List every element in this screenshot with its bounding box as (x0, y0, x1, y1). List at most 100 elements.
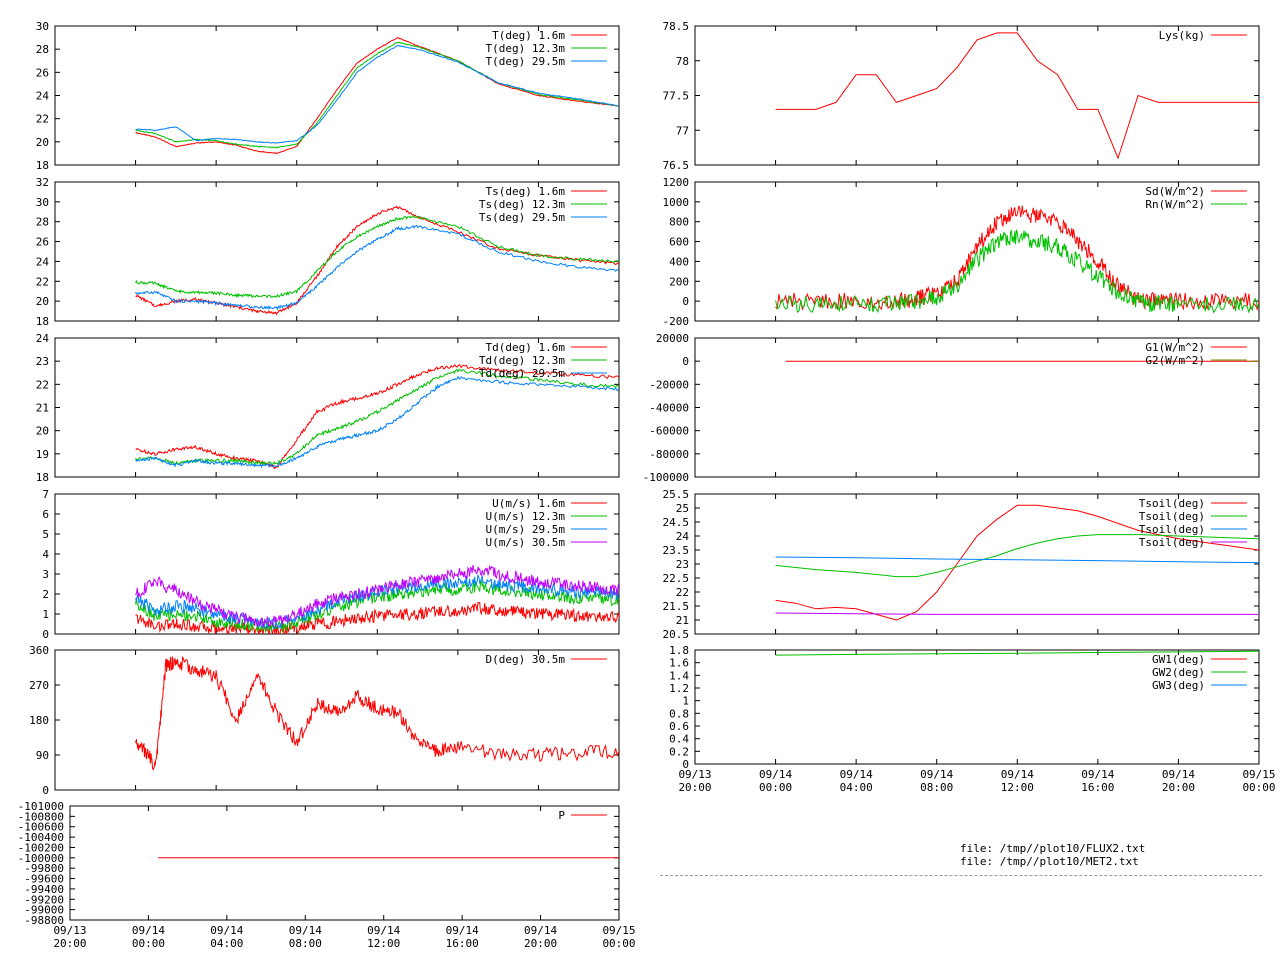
y-tick-label: -99200 (24, 893, 64, 906)
y-tick-label: 21 (676, 614, 689, 627)
x-tick-label: 09/14 (1081, 768, 1114, 781)
y-tick-label: -99600 (24, 873, 64, 886)
y-tick-label: 22 (676, 586, 689, 599)
legend-label: T(deg) 1.6m (492, 29, 565, 42)
y-tick-label: 0.6 (669, 720, 689, 733)
y-tick-label: 270 (29, 679, 49, 692)
y-tick-label: 77 (676, 124, 689, 137)
legend-label: U(m/s) 29.5m (486, 523, 566, 536)
y-tick-label: 21 (36, 402, 49, 415)
legend-label: GW2(deg) (1152, 666, 1205, 679)
plot-frame (69, 805, 620, 921)
legend-label: U(m/s) 30.5m (486, 536, 566, 549)
y-tick-label: 1000 (663, 196, 690, 209)
chart-wind: 0 1 2 3 4 5 6 7 U(m/s) 1.6mU(m/s) 12.3mU(m/s) 29… (42, 488, 620, 641)
legend-label: Tsoil(deg) (1139, 497, 1205, 510)
series-line-tsoil-2 (775, 556, 1259, 564)
y-tick-label: -80000 (649, 448, 689, 461)
x-tick-label: 00:00 (759, 781, 792, 794)
y-tick-label: 28 (36, 216, 49, 229)
y-tick-label: 7 (42, 488, 49, 501)
x-tick-label: 09/14 (367, 924, 400, 937)
y-tick-label: 6 (42, 508, 49, 521)
chart-temp: 18 20 22 24 26 28 30 T(deg) 1.6mT(deg) 12.3mT(d… (36, 20, 620, 172)
legend-label: T(deg) 29.5m (486, 55, 566, 68)
y-tick-label: 18 (36, 159, 49, 172)
legend-label: Td(deg) 29.5m (479, 367, 565, 380)
y-tick-label: 20000 (656, 332, 689, 345)
y-tick-label: -99400 (24, 883, 64, 896)
plot-frame (694, 25, 1260, 166)
y-tick-label: 18 (36, 315, 49, 328)
y-tick-label: -40000 (649, 402, 689, 415)
y-tick-label: 78 (676, 55, 689, 68)
y-tick-label: 3 (42, 568, 49, 581)
y-tick-label: 76.5 (663, 159, 690, 172)
x-tick-label: 09/15 (602, 924, 635, 937)
series-line-rad-0 (775, 205, 1259, 311)
y-tick-label: 20 (36, 425, 49, 438)
series-line-temp-0 (135, 36, 619, 155)
series-line-dewpt-2 (135, 375, 619, 469)
y-tick-label: 30 (36, 196, 49, 209)
legend-label: Tsoil(deg) (1139, 510, 1205, 523)
x-tick-label: 00:00 (132, 937, 165, 950)
legend-label: Ts(deg) 12.3m (479, 198, 565, 211)
plot-frame (54, 649, 620, 791)
x-tick-label: 09/14 (759, 768, 792, 781)
x-tick-label: 09/14 (524, 924, 557, 937)
y-tick-label: 0.2 (669, 745, 689, 758)
legend-label: P (558, 809, 565, 822)
x-tick-label: 09/14 (210, 924, 243, 937)
y-tick-label: 400 (669, 255, 689, 268)
y-tick-label: 20 (36, 136, 49, 149)
x-tick-label: 16:00 (446, 937, 479, 950)
y-tick-label: 26 (36, 236, 49, 249)
y-tick-label: 23 (676, 558, 689, 571)
x-tick-label: 00:00 (602, 937, 635, 950)
y-tick-label: -100800 (18, 810, 64, 823)
series-line-tsoil-1 (775, 534, 1259, 578)
chart-soilflux: -100000 -80000 -60000 -40000 -20000 0 20000 G1(… (643, 332, 1260, 484)
x-tick-label: 09/14 (446, 924, 479, 937)
y-tick-label: -20000 (649, 378, 689, 391)
y-tick-label: 24.5 (663, 516, 690, 529)
x-tick-label: 20:00 (1162, 781, 1195, 794)
y-tick-label: 21.5 (663, 600, 690, 613)
y-tick-label: 0 (42, 784, 49, 797)
y-tick-label: -100200 (18, 841, 64, 854)
x-tick-label: 20:00 (524, 937, 557, 950)
y-tick-label: 0.8 (669, 707, 689, 720)
y-tick-label: 180 (29, 714, 49, 727)
legend-label: GW3(deg) (1152, 679, 1205, 692)
y-tick-label: 0.4 (669, 733, 689, 746)
x-tick-label: 20:00 (53, 937, 86, 950)
x-tick-label: 09/14 (1162, 768, 1195, 781)
y-tick-label: 2 (42, 588, 49, 601)
series-line-rad-1 (775, 229, 1259, 314)
y-tick-label: 22.5 (663, 572, 690, 585)
plot-frame (694, 649, 1260, 765)
y-tick-label: 1.6 (669, 657, 689, 670)
footer-dashed-divider (660, 875, 1262, 876)
y-tick-label: 360 (29, 644, 49, 657)
y-tick-label: 600 (669, 236, 689, 249)
y-tick-label: 24 (36, 90, 50, 103)
x-tick-label: 12:00 (1001, 781, 1034, 794)
y-tick-label: 28 (36, 43, 49, 56)
y-tick-label: 25.5 (663, 488, 690, 501)
x-tick-label: 04:00 (210, 937, 243, 950)
series-line-winddir-0 (135, 655, 619, 771)
x-tick-label: 09/14 (840, 768, 873, 781)
file-label-flux: file: /tmp//plot10/FLUX2.txt (960, 842, 1146, 855)
y-tick-label: 78.5 (663, 20, 690, 33)
y-tick-label: 0 (42, 628, 49, 641)
y-tick-label: -100000 (643, 471, 689, 484)
y-tick-label: 0 (682, 295, 689, 308)
y-tick-label: 1 (682, 695, 689, 708)
y-tick-label: 1200 (663, 176, 690, 189)
y-tick-label: 19 (36, 448, 49, 461)
